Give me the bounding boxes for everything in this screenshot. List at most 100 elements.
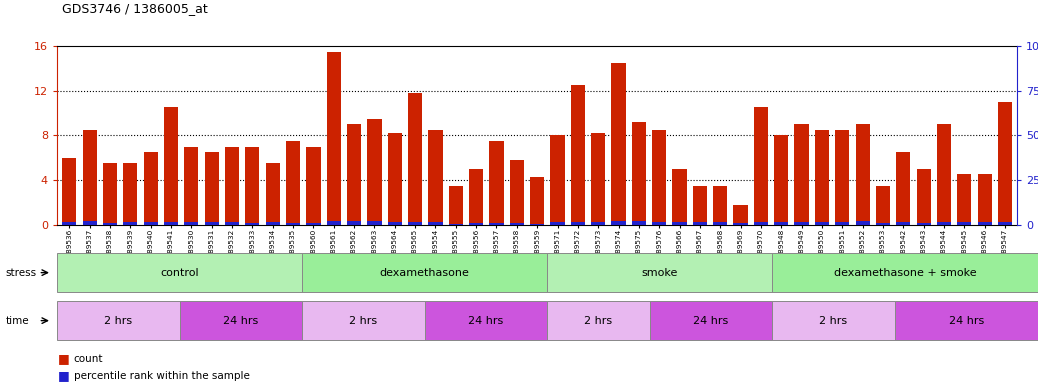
- Bar: [225, 222, 239, 225]
- Bar: [917, 223, 931, 225]
- Bar: [855, 221, 870, 225]
- Bar: [652, 222, 666, 225]
- Bar: [978, 222, 992, 225]
- Bar: [713, 185, 728, 225]
- Bar: [876, 223, 891, 225]
- Bar: [327, 52, 340, 225]
- Bar: [937, 222, 951, 225]
- Bar: [143, 222, 158, 225]
- Bar: [794, 124, 809, 225]
- Bar: [204, 222, 219, 225]
- Bar: [429, 222, 442, 225]
- Bar: [184, 222, 198, 225]
- Bar: [347, 124, 361, 225]
- Bar: [124, 163, 137, 225]
- Bar: [794, 222, 809, 225]
- Bar: [489, 223, 503, 225]
- Text: stress: stress: [5, 268, 36, 278]
- Bar: [510, 223, 524, 225]
- Bar: [530, 177, 544, 225]
- Bar: [448, 224, 463, 225]
- Bar: [143, 152, 158, 225]
- Bar: [510, 160, 524, 225]
- Bar: [754, 108, 768, 225]
- Text: 24 hrs: 24 hrs: [693, 316, 729, 326]
- Bar: [408, 93, 422, 225]
- Bar: [266, 222, 280, 225]
- Bar: [103, 223, 117, 225]
- Bar: [82, 221, 97, 225]
- Text: 2 hrs: 2 hrs: [104, 316, 133, 326]
- Bar: [204, 152, 219, 225]
- Bar: [734, 223, 747, 225]
- Bar: [245, 223, 260, 225]
- Bar: [306, 223, 321, 225]
- Bar: [571, 85, 585, 225]
- Bar: [957, 222, 972, 225]
- Bar: [367, 221, 382, 225]
- Text: 24 hrs: 24 hrs: [949, 316, 984, 326]
- Bar: [611, 63, 626, 225]
- Bar: [836, 130, 849, 225]
- Bar: [225, 147, 239, 225]
- Bar: [896, 222, 910, 225]
- Bar: [632, 221, 646, 225]
- Bar: [978, 174, 992, 225]
- Bar: [917, 169, 931, 225]
- Text: 24 hrs: 24 hrs: [468, 316, 503, 326]
- Text: ■: ■: [58, 369, 70, 382]
- Bar: [876, 185, 891, 225]
- Bar: [285, 223, 300, 225]
- Bar: [896, 152, 910, 225]
- Text: time: time: [5, 316, 29, 326]
- Text: 24 hrs: 24 hrs: [223, 316, 258, 326]
- Text: 2 hrs: 2 hrs: [584, 316, 612, 326]
- Bar: [713, 222, 728, 225]
- Bar: [387, 222, 402, 225]
- Bar: [815, 222, 829, 225]
- Bar: [836, 222, 849, 225]
- Bar: [754, 222, 768, 225]
- Bar: [530, 223, 544, 225]
- Bar: [611, 221, 626, 225]
- Bar: [82, 130, 97, 225]
- Bar: [774, 136, 789, 225]
- Bar: [429, 130, 442, 225]
- Bar: [164, 108, 179, 225]
- Text: percentile rank within the sample: percentile rank within the sample: [74, 371, 249, 381]
- Text: count: count: [74, 354, 103, 364]
- Bar: [550, 136, 565, 225]
- Bar: [266, 163, 280, 225]
- Text: 2 hrs: 2 hrs: [350, 316, 378, 326]
- Bar: [285, 141, 300, 225]
- Bar: [591, 222, 605, 225]
- Bar: [327, 221, 340, 225]
- Bar: [855, 124, 870, 225]
- Bar: [347, 221, 361, 225]
- Bar: [550, 222, 565, 225]
- Bar: [164, 222, 179, 225]
- Bar: [632, 122, 646, 225]
- Bar: [62, 158, 77, 225]
- Bar: [469, 169, 484, 225]
- Bar: [571, 222, 585, 225]
- Bar: [652, 130, 666, 225]
- Bar: [957, 174, 972, 225]
- Bar: [184, 147, 198, 225]
- Bar: [774, 222, 789, 225]
- Bar: [998, 102, 1012, 225]
- Bar: [103, 163, 117, 225]
- Bar: [692, 185, 707, 225]
- Text: GDS3746 / 1386005_at: GDS3746 / 1386005_at: [62, 2, 208, 15]
- Bar: [692, 222, 707, 225]
- Bar: [408, 222, 422, 225]
- Bar: [367, 119, 382, 225]
- Bar: [124, 222, 137, 225]
- Bar: [673, 222, 687, 225]
- Bar: [62, 222, 77, 225]
- Bar: [815, 130, 829, 225]
- Bar: [998, 222, 1012, 225]
- Bar: [306, 147, 321, 225]
- Bar: [489, 141, 503, 225]
- Bar: [734, 205, 747, 225]
